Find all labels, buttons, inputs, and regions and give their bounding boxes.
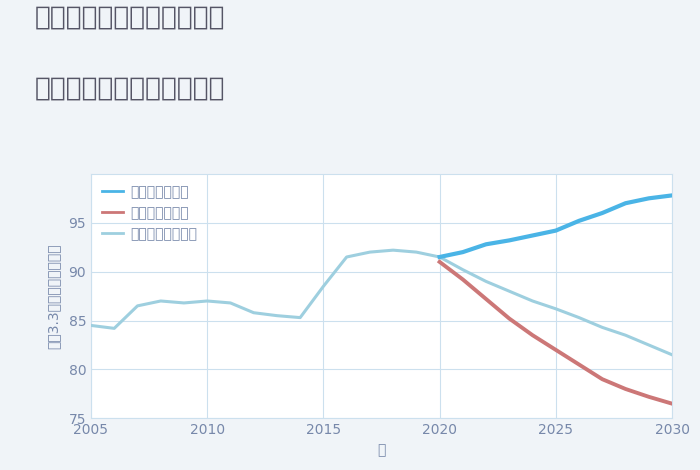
Legend: グッドシナリオ, バッドシナリオ, ノーマルシナリオ: グッドシナリオ, バッドシナリオ, ノーマルシナリオ (98, 181, 201, 245)
Text: 中古マンションの価格推移: 中古マンションの価格推移 (35, 75, 225, 101)
Text: 岐阜県高山市国府町山本の: 岐阜県高山市国府町山本の (35, 5, 225, 31)
Y-axis label: 坪（3.3㎡）単価（万円）: 坪（3.3㎡）単価（万円） (46, 243, 60, 349)
X-axis label: 年: 年 (377, 443, 386, 457)
